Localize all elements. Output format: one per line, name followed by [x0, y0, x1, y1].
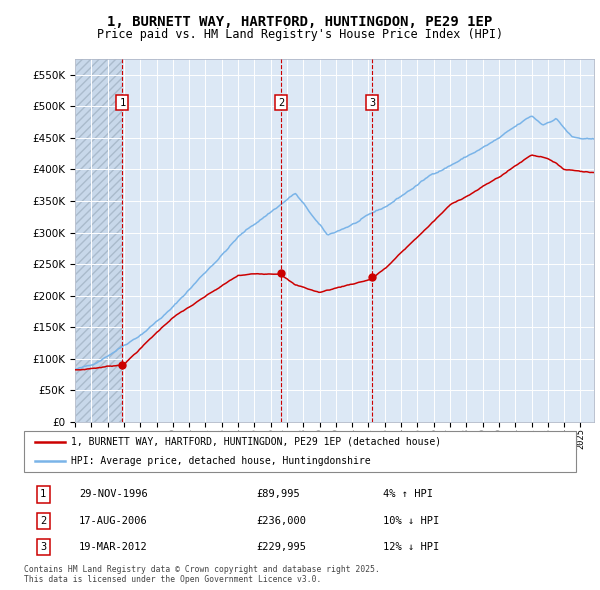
Text: £89,995: £89,995 [256, 489, 299, 499]
Text: HPI: Average price, detached house, Huntingdonshire: HPI: Average price, detached house, Hunt… [71, 456, 371, 466]
Text: 29-NOV-1996: 29-NOV-1996 [79, 489, 148, 499]
Text: 2: 2 [278, 97, 284, 107]
Text: 1: 1 [40, 489, 46, 499]
Text: 1, BURNETT WAY, HARTFORD, HUNTINGDON, PE29 1EP (detached house): 1, BURNETT WAY, HARTFORD, HUNTINGDON, PE… [71, 437, 441, 447]
Text: Contains HM Land Registry data © Crown copyright and database right 2025.
This d: Contains HM Land Registry data © Crown c… [24, 565, 380, 584]
Text: 2: 2 [40, 516, 46, 526]
Text: 4% ↑ HPI: 4% ↑ HPI [383, 489, 433, 499]
Text: 17-AUG-2006: 17-AUG-2006 [79, 516, 148, 526]
Text: 1, BURNETT WAY, HARTFORD, HUNTINGDON, PE29 1EP: 1, BURNETT WAY, HARTFORD, HUNTINGDON, PE… [107, 15, 493, 29]
Text: £229,995: £229,995 [256, 542, 306, 552]
Text: 3: 3 [369, 97, 375, 107]
Text: 3: 3 [40, 542, 46, 552]
Text: 19-MAR-2012: 19-MAR-2012 [79, 542, 148, 552]
Text: Price paid vs. HM Land Registry's House Price Index (HPI): Price paid vs. HM Land Registry's House … [97, 28, 503, 41]
Text: 10% ↓ HPI: 10% ↓ HPI [383, 516, 439, 526]
Bar [75, 59, 122, 422]
FancyBboxPatch shape [24, 431, 576, 472]
Text: 1: 1 [119, 97, 125, 107]
Text: £236,000: £236,000 [256, 516, 306, 526]
Text: 12% ↓ HPI: 12% ↓ HPI [383, 542, 439, 552]
